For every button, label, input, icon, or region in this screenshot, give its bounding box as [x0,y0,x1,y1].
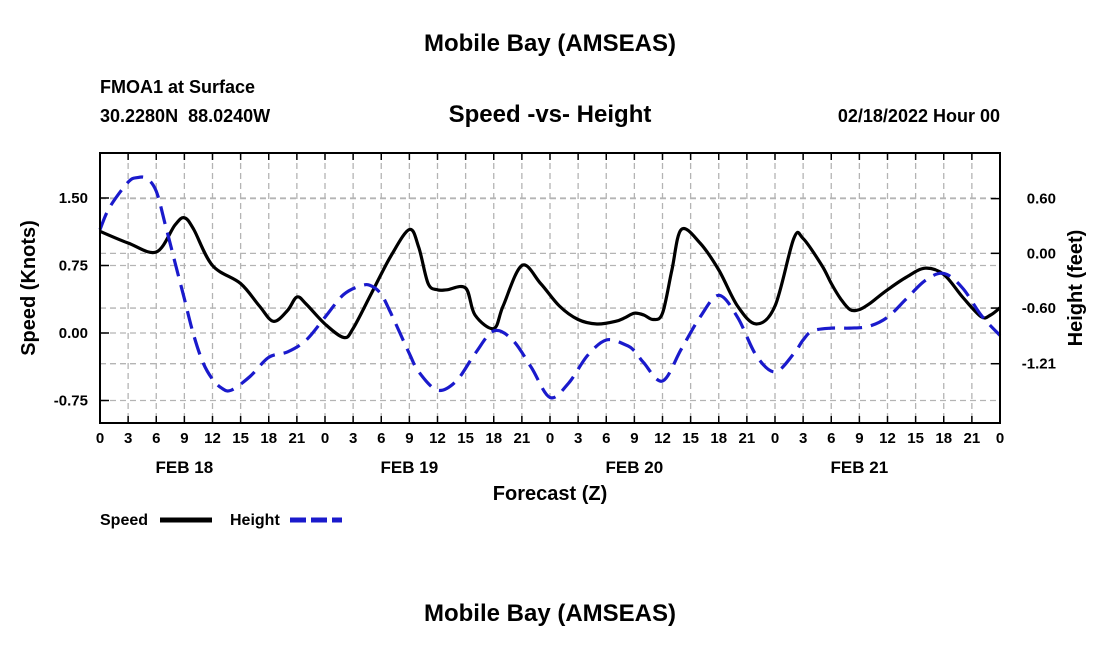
y-tick-label: -0.75 [54,393,88,410]
x-axis-title: Forecast (Z) [493,483,607,505]
x-tick-label: 9 [630,430,638,447]
x-day-label: FEB 21 [831,458,889,477]
x-tick-label: 18 [485,430,502,447]
chart-title: Speed -vs- Height [448,101,652,128]
x-tick-label: 15 [457,430,474,447]
forecast-datetime: 02/18/2022 Hour 00 [837,106,1000,126]
x-tick-label: 3 [799,430,807,447]
y-tick-label: 0.75 [59,258,88,275]
x-tick-label: 6 [377,430,385,447]
legend-label-height: Height [230,512,280,529]
x-tick-label: 21 [739,430,756,447]
x-tick-label: 3 [349,430,357,447]
x-tick-label: 0 [771,430,779,447]
y2-tick-label: 0.00 [1027,245,1056,262]
y-tick-label: 0.00 [59,325,88,342]
x-day-label: FEB 19 [381,458,439,477]
x-day-label: FEB 18 [156,458,214,477]
legend: Speed Height [100,512,342,529]
x-tick-label: 15 [232,430,249,447]
x-tick-label: 21 [289,430,306,447]
x-tick-label: 3 [574,430,582,447]
x-tick-label: 0 [96,430,104,447]
y-axis-title-right: Height (feet) [1065,230,1087,347]
x-tick-label: 15 [907,430,924,447]
y2-tick-label: 0.60 [1027,191,1056,208]
x-tick-label: 9 [405,430,413,447]
x-tick-label: 0 [321,430,329,447]
x-tick-label: 9 [180,430,188,447]
x-tick-label: 9 [855,430,863,447]
x-tick-label: 12 [879,430,896,447]
coordinates-label: 30.2280N 88.0240W [100,106,271,126]
x-tick-label: 6 [827,430,835,447]
x-tick-label: 18 [710,430,727,447]
y2-tick-label: -1.21 [1022,356,1056,373]
legend-label-speed: Speed [100,512,148,529]
series-line-height [98,175,1002,400]
grid [100,153,1000,423]
y-tick-label: 1.50 [59,190,88,207]
x-tick-label: 12 [654,430,671,447]
x-tick-label: 21 [514,430,531,447]
x-tick-label: 12 [429,430,446,447]
y2-tick-label: -0.60 [1022,300,1056,317]
series-line-speed [99,216,1002,340]
axis-ticks: 0 3 6 9 12 15 18 21 0 3 6 9 12 15 18 21 0 3 6 9 12 15 18 21 0 3 6 9… [54,153,1056,477]
x-day-label: FEB 20 [606,458,664,477]
x-tick-label: 6 [152,430,160,447]
x-tick-label: 18 [260,430,277,447]
page-title-top: Mobile Bay (AMSEAS) [423,30,677,57]
x-tick-label: 12 [204,430,221,447]
x-tick-label: 15 [682,430,699,447]
x-tick-label: 21 [964,430,981,447]
series-layer [98,175,1002,400]
page-title-bottom: Mobile Bay (AMSEAS) [423,600,677,627]
x-tick-label: 6 [602,430,610,447]
station-label: FMOA1 at Surface [100,77,256,97]
x-tick-label: 3 [124,430,132,447]
x-tick-label: 0 [546,430,554,447]
y-axis-title-left: Speed (Knots) [18,220,40,356]
x-tick-label: 18 [935,430,952,447]
x-tick-label: 0 [996,430,1004,447]
